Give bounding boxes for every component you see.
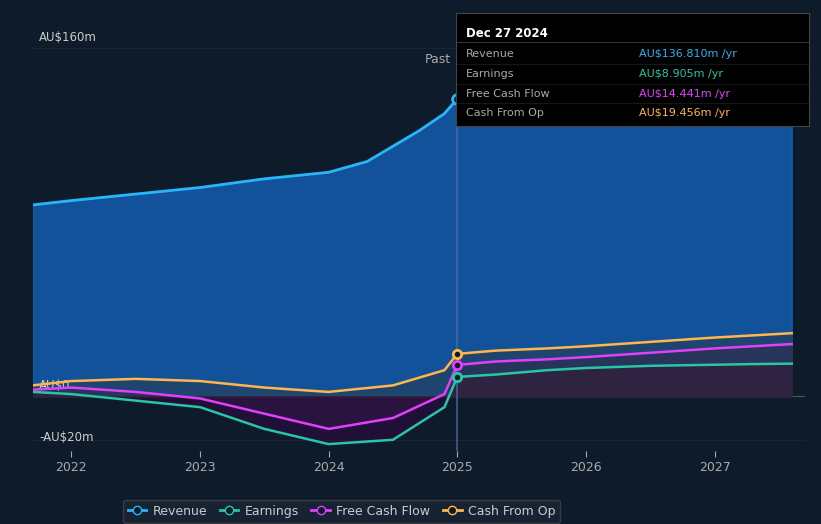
Text: AU$160m: AU$160m [39, 31, 97, 44]
Text: AU$0: AU$0 [39, 379, 71, 392]
Text: Cash From Op: Cash From Op [466, 108, 544, 118]
Text: Analysts Forecasts: Analysts Forecasts [464, 53, 580, 66]
Text: Revenue: Revenue [466, 49, 515, 59]
Text: Past: Past [424, 53, 451, 66]
Text: AU$19.456m /yr: AU$19.456m /yr [640, 108, 730, 118]
Text: -AU$20m: -AU$20m [39, 431, 94, 444]
Text: Earnings: Earnings [466, 69, 515, 79]
Text: Dec 27 2024: Dec 27 2024 [466, 27, 548, 40]
Legend: Revenue, Earnings, Free Cash Flow, Cash From Op: Revenue, Earnings, Free Cash Flow, Cash … [122, 500, 561, 522]
Text: AU$14.441m /yr: AU$14.441m /yr [640, 89, 731, 99]
Text: AU$8.905m /yr: AU$8.905m /yr [640, 69, 723, 79]
Text: Free Cash Flow: Free Cash Flow [466, 89, 550, 99]
Text: AU$136.810m /yr: AU$136.810m /yr [640, 49, 737, 59]
